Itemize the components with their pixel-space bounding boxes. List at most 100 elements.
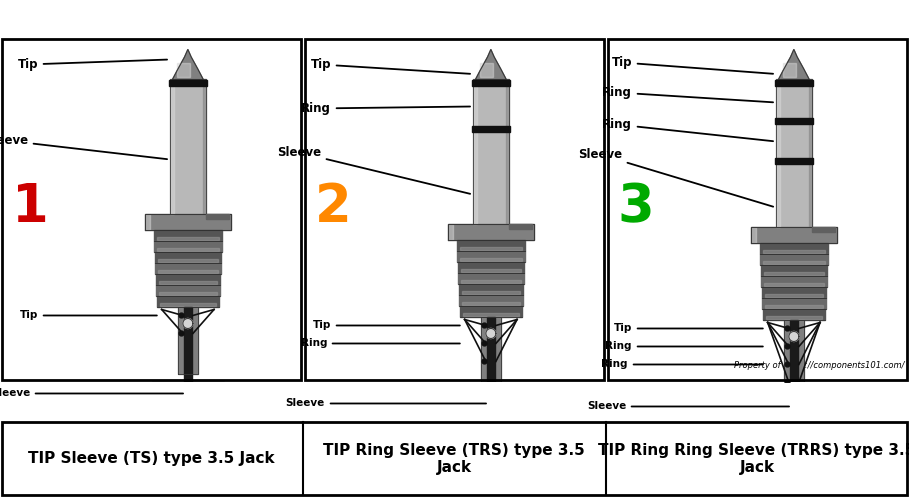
Polygon shape [460,307,522,318]
Polygon shape [152,383,224,405]
Polygon shape [457,262,524,273]
Polygon shape [159,292,216,296]
Polygon shape [809,162,812,228]
Polygon shape [157,248,218,251]
Polygon shape [487,318,494,393]
Polygon shape [170,80,205,83]
Polygon shape [160,303,216,307]
Polygon shape [760,244,828,254]
Polygon shape [776,162,780,228]
Bar [2,39,301,381]
Text: TIP Sleeve (TS) type 3.5 Jack: TIP Sleeve (TS) type 3.5 Jack [27,451,275,467]
Polygon shape [460,257,522,261]
Polygon shape [790,321,798,396]
Polygon shape [765,316,822,320]
Polygon shape [154,231,222,242]
Polygon shape [765,305,823,309]
Polygon shape [481,318,501,385]
Polygon shape [506,83,509,130]
Polygon shape [776,80,780,83]
Polygon shape [460,247,522,250]
Text: Ring: Ring [602,118,773,141]
Text: Sleeve: Sleeve [586,402,789,412]
Polygon shape [173,50,204,80]
Polygon shape [152,383,155,405]
Polygon shape [203,83,205,215]
Polygon shape [155,252,221,263]
Text: 2: 2 [315,181,352,234]
Polygon shape [458,273,524,284]
Polygon shape [480,63,493,78]
Text: Tip: Tip [612,56,773,74]
Text: 3: 3 [617,181,654,234]
Polygon shape [145,215,150,231]
Polygon shape [758,396,830,417]
Polygon shape [751,228,755,244]
Polygon shape [472,126,510,133]
Polygon shape [159,280,217,284]
Polygon shape [454,393,459,414]
Polygon shape [155,242,222,252]
Polygon shape [789,331,799,341]
Polygon shape [758,396,762,417]
Polygon shape [809,121,812,162]
Polygon shape [155,274,220,285]
Polygon shape [764,260,824,264]
Bar [608,39,907,381]
Polygon shape [762,299,825,310]
Polygon shape [170,80,174,83]
Text: Sleeve: Sleeve [0,134,167,159]
Text: 1: 1 [12,181,48,234]
Polygon shape [457,251,524,262]
Polygon shape [177,63,190,78]
Polygon shape [472,81,510,86]
Polygon shape [475,50,506,80]
Text: Tip: Tip [311,58,470,74]
Polygon shape [760,254,827,265]
Polygon shape [170,83,174,215]
Polygon shape [473,130,509,225]
Polygon shape [486,329,496,338]
Polygon shape [774,118,813,124]
Polygon shape [764,294,823,298]
Polygon shape [784,321,804,388]
Polygon shape [462,291,520,295]
Polygon shape [461,279,521,283]
Polygon shape [473,83,509,130]
Polygon shape [761,276,826,287]
Text: Ring: Ring [301,338,460,348]
Polygon shape [774,81,813,86]
Text: Tip: Tip [17,58,167,71]
Polygon shape [774,159,813,165]
Polygon shape [809,83,812,121]
Polygon shape [776,121,812,162]
Polygon shape [156,297,219,308]
Polygon shape [473,83,477,130]
Text: TIP Ring Sleeve (TRS) type 3.5
Jack: TIP Ring Sleeve (TRS) type 3.5 Jack [323,443,584,475]
Polygon shape [454,393,527,414]
Polygon shape [183,319,193,329]
Text: Ring: Ring [602,359,763,369]
Polygon shape [776,162,812,228]
Text: Sleeve: Sleeve [0,389,183,399]
Polygon shape [459,296,523,307]
Polygon shape [778,50,809,80]
Polygon shape [764,282,824,286]
Polygon shape [145,215,231,231]
Polygon shape [456,241,525,251]
Polygon shape [157,258,218,262]
Polygon shape [763,249,825,253]
Polygon shape [506,130,509,225]
Polygon shape [184,308,192,383]
Polygon shape [461,268,521,272]
Polygon shape [776,83,812,121]
Polygon shape [776,121,780,162]
Polygon shape [156,285,220,297]
Polygon shape [170,83,205,215]
Text: Property of https://components101.com/: Property of https://components101.com/ [734,361,905,370]
Text: Tip: Tip [614,324,763,333]
Text: Tip: Tip [313,321,460,331]
Polygon shape [776,83,780,121]
Bar [305,39,604,381]
Polygon shape [812,228,835,233]
